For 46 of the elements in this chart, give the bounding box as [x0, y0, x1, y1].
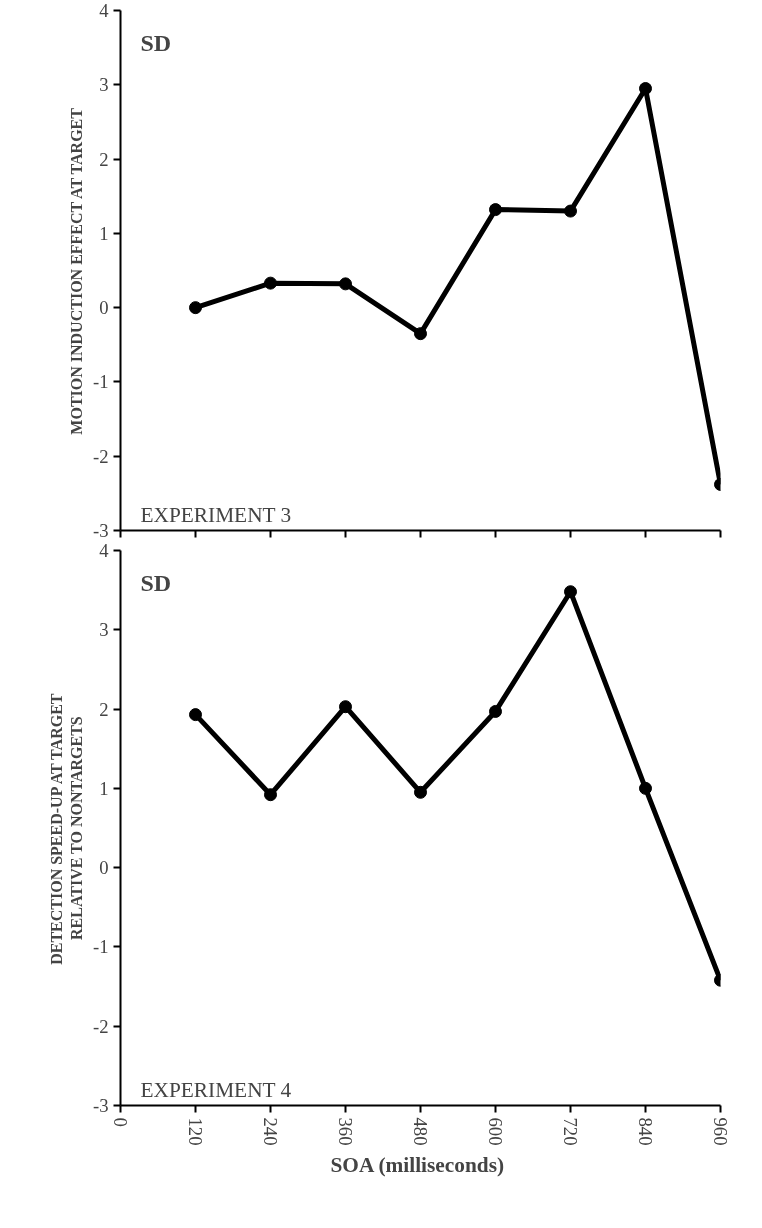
- point: [339, 700, 352, 714]
- point: [564, 585, 577, 599]
- y-tick-label: 1: [99, 222, 109, 244]
- y-tick-label: 0: [99, 857, 109, 879]
- point: [564, 204, 577, 218]
- point: [414, 327, 427, 341]
- point: [489, 203, 502, 217]
- x-tick-label: 600: [485, 1117, 506, 1146]
- point: [414, 785, 427, 799]
- y-tick-label: -2: [92, 1015, 109, 1037]
- point: [264, 788, 277, 802]
- y-tick-label: 4: [99, 540, 110, 561]
- x-tick-label: 960: [710, 1117, 731, 1146]
- y-tick-label: -1: [92, 936, 109, 958]
- point: [189, 708, 202, 722]
- y-tick-label: -1: [92, 371, 109, 393]
- annotation: SD: [140, 569, 172, 596]
- y-tick-label: 4: [99, 0, 110, 21]
- point: [639, 781, 652, 795]
- annotation: EXPERIMENT 4: [140, 1077, 292, 1102]
- y-axis-title: MOTION INDUCTION EFFECT AT TARGET: [67, 107, 85, 435]
- x-tick-label: 240: [260, 1117, 281, 1146]
- y-tick-label: -3: [92, 520, 109, 541]
- point: [339, 277, 352, 291]
- point: [189, 301, 202, 315]
- y-tick-label: 3: [99, 619, 109, 641]
- point: [489, 704, 502, 718]
- x-tick-label: 120: [185, 1117, 206, 1146]
- point: [264, 276, 277, 290]
- y-tick-label: -3: [92, 1095, 109, 1116]
- point: [639, 82, 652, 95]
- y-tick-label: -2: [92, 445, 109, 467]
- x-axis-title: SOA (milliseconds): [330, 1153, 505, 1178]
- x-tick-label: 480: [410, 1117, 431, 1146]
- y-tick-label: 0: [99, 297, 109, 319]
- y-tick-label: 2: [99, 148, 109, 170]
- y-tick-label: 3: [99, 74, 109, 96]
- x-tick-label: 360: [335, 1117, 356, 1146]
- x-tick-label: 840: [635, 1117, 656, 1146]
- x-tick-label: 720: [560, 1117, 581, 1146]
- y-axis-title: DETECTION SPEED-UP AT TARGET RELATIVE TO NONTARGETS: [47, 693, 85, 965]
- annotation: SD: [140, 29, 172, 56]
- y-tick-label: 1: [99, 777, 109, 799]
- x-tick-label: 0: [110, 1117, 131, 1127]
- annotation: EXPERIMENT 3: [140, 502, 292, 527]
- y-tick-label: 2: [99, 698, 109, 720]
